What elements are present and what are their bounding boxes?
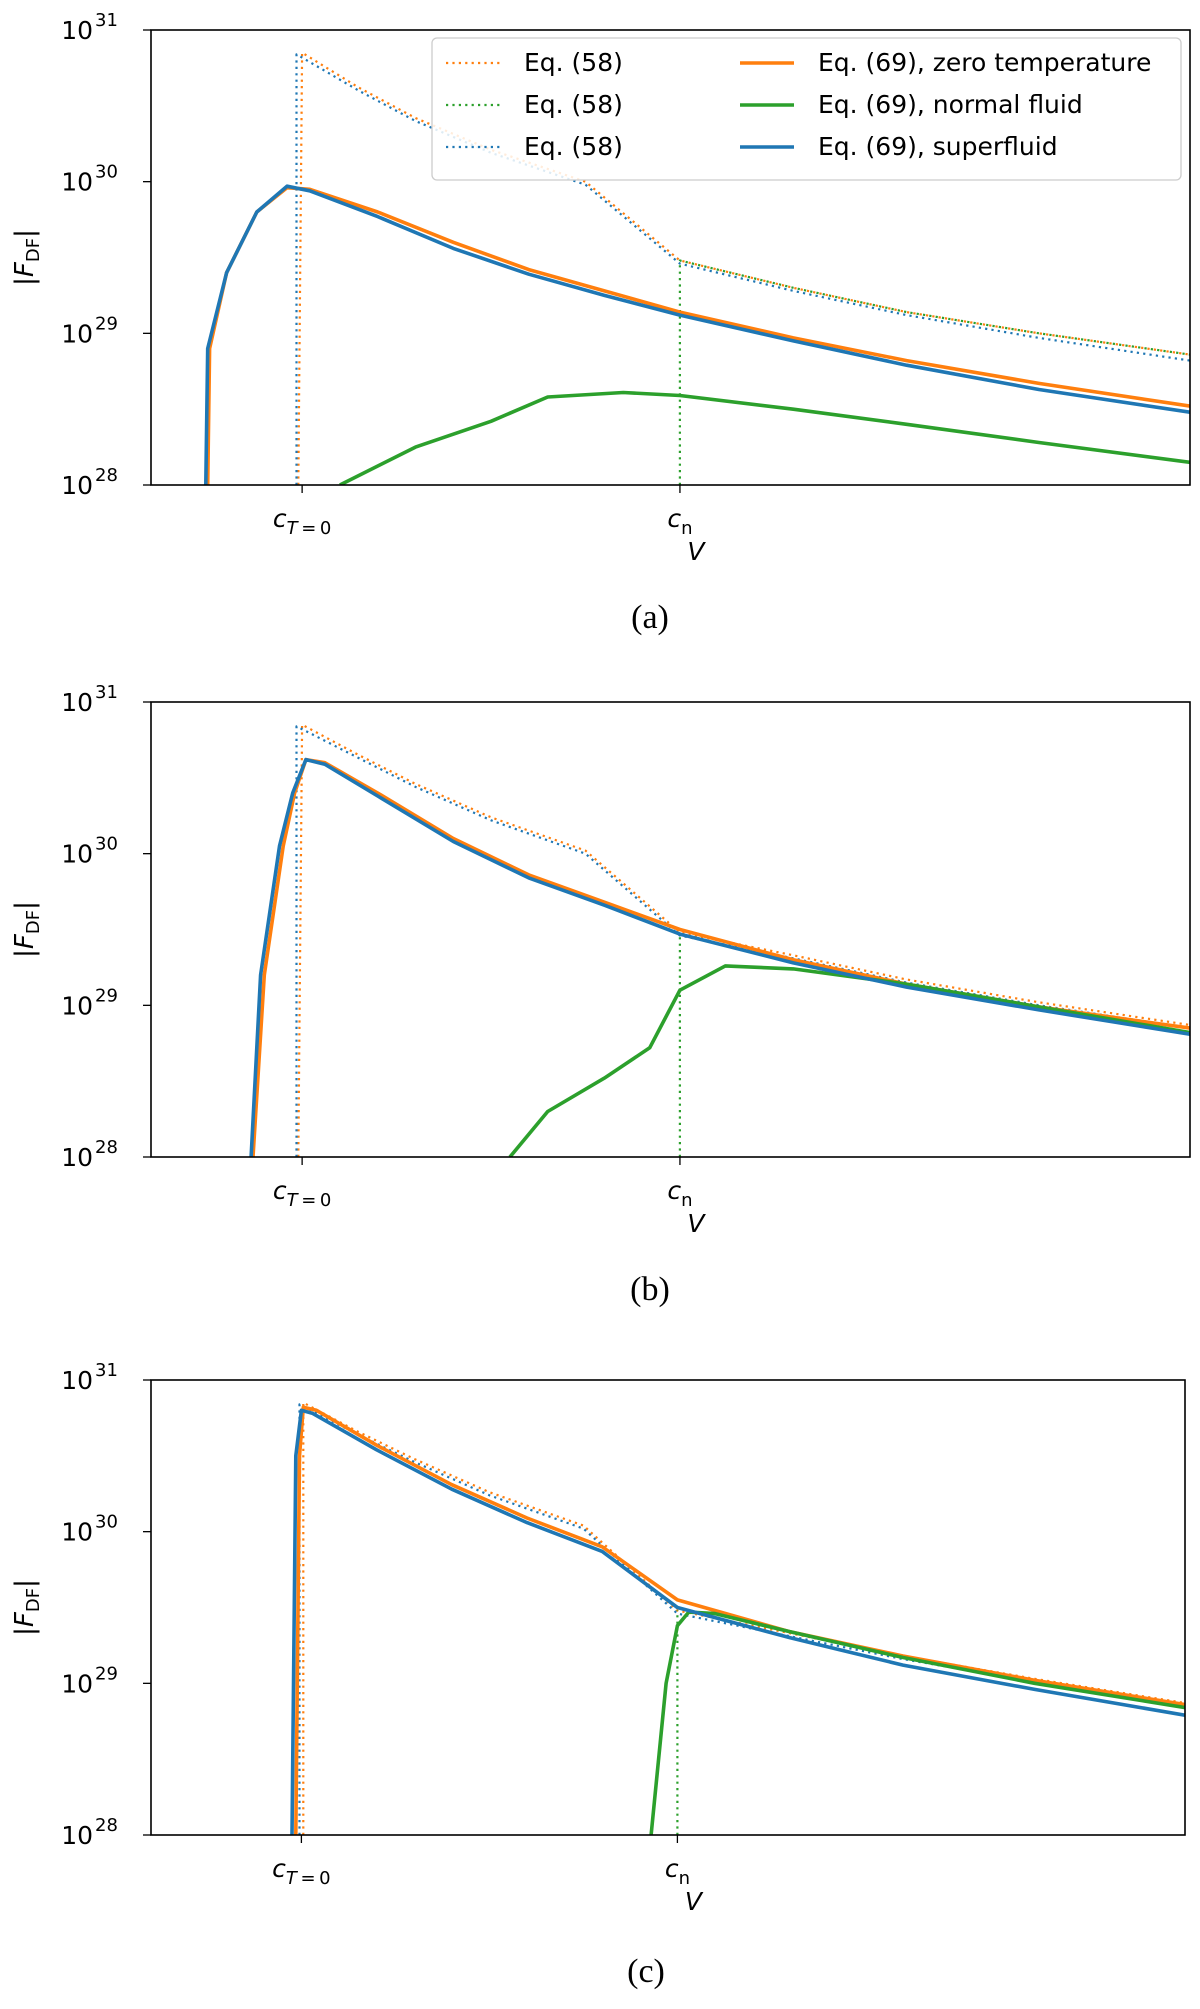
legend: Eq. (58) Eq. (58) Eq. (58) Eq. (69), zero t… [431,37,1182,181]
series-line-solid-4 [508,964,1190,1157]
series-group [249,723,1190,1157]
panel-caption: (a) [631,599,669,636]
x-tick-label: cn [667,504,692,539]
y-tick-exponent: 29 [95,985,118,1006]
y-tick-exponent: 28 [95,1815,118,1836]
legend-label: Eq. (69), zero temperature [818,48,1151,77]
y-tick-exponent: 30 [95,162,118,183]
x-tick-label: cT = 0 [273,1176,331,1211]
series-line-dotted-1 [678,259,1190,485]
series-line-solid-5 [290,1408,1185,1835]
x-tick-label: cT = 0 [273,504,331,539]
panel-caption: (c) [627,1953,665,1990]
y-tick-label: 10 [61,1366,93,1395]
y-tick-label: 10 [61,1821,93,1850]
y-tick-label: 10 [61,1143,93,1172]
legend-label: Eq. (58) [524,90,623,119]
series-line-solid-4 [649,1610,1185,1835]
series-line-dotted-2 [295,53,1190,485]
y-axis-label: |FDF| [10,901,44,958]
x-tick-label: cn [667,1176,692,1211]
series-line-solid-3 [205,185,1190,485]
y-tick-label: 10 [61,471,93,500]
x-tick-label: cT = 0 [272,1854,330,1889]
plot-frame [150,1379,1186,1836]
legend-box [431,37,1182,181]
x-tick-label: cn [665,1854,690,1889]
plot-frame [150,701,1191,1158]
y-tick-exponent: 29 [95,313,118,334]
y-tick-label: 10 [61,1669,93,1698]
y-tick-exponent: 29 [95,1663,118,1684]
legend-label: Eq. (58) [524,48,623,77]
legend-label: Eq. (58) [524,132,623,161]
y-tick-label: 10 [61,168,93,197]
plot-frame [150,29,1191,486]
y-axis-label: |FDF| [10,229,44,286]
y-tick-label: 10 [61,16,93,45]
x-axis-label: V [685,1887,704,1916]
series-line-solid-5 [204,184,1190,485]
y-tick-exponent: 31 [95,1360,118,1381]
y-tick-label: 10 [61,840,93,869]
y-tick-exponent: 30 [95,834,118,855]
series-group [290,1401,1185,1835]
x-axis-label: V [687,1209,706,1238]
panel-caption: (b) [630,1271,670,1308]
x-axis-label: V [687,537,706,566]
y-tick-label: 10 [61,688,93,717]
y-tick-exponent: 31 [95,10,118,31]
series-group [204,51,1190,485]
y-tick-label: 10 [61,1518,93,1547]
y-tick-exponent: 28 [95,1137,118,1158]
series-line-dotted-0 [297,723,1190,1157]
y-tick-label: 10 [61,319,93,348]
legend-label: Eq. (69), normal fluid [818,90,1083,119]
series-line-solid-3 [251,757,1190,1157]
series-line-solid-4 [339,390,1190,485]
y-tick-exponent: 31 [95,682,118,703]
legend-label: Eq. (69), superfluid [818,132,1058,161]
series-line-solid-5 [249,757,1190,1157]
y-tick-exponent: 28 [95,465,118,486]
y-tick-exponent: 30 [95,1512,118,1533]
y-tick-label: 10 [61,991,93,1020]
y-axis-label: |FDF| [10,1579,44,1636]
